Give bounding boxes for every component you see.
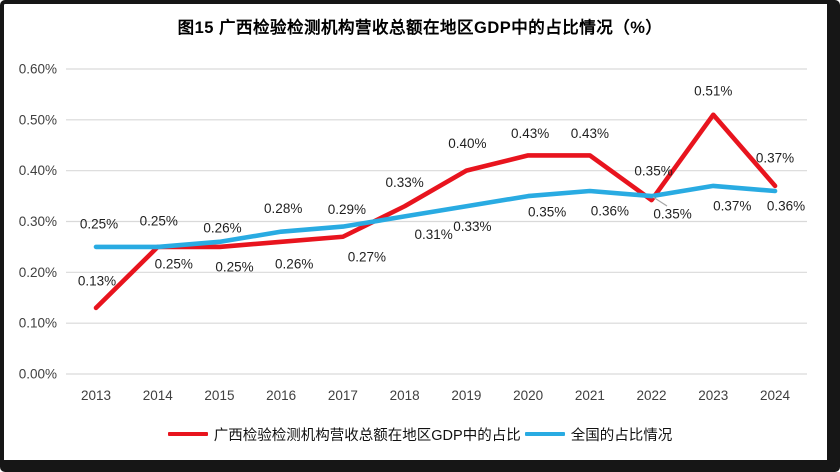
- data-label: 0.31%: [415, 227, 453, 242]
- data-label: 0.35%: [653, 207, 691, 222]
- data-label: 0.26%: [275, 256, 313, 271]
- series-line-guangxi: [93, 112, 778, 311]
- data-label: 0.36%: [767, 199, 805, 214]
- x-axis-tick-label: 2017: [328, 388, 358, 403]
- y-axis-tick-label: 0.20%: [19, 265, 57, 280]
- legend-label-guangxi: 广西检验检测机构营收总额在地区GDP中的占比: [213, 427, 521, 444]
- series-line-national: [93, 183, 778, 250]
- x-axis-tick-label: 2020: [513, 388, 543, 403]
- y-axis-tick-label: 0.60%: [19, 62, 57, 77]
- x-axis-tick-label: 2013: [81, 388, 111, 403]
- x-axis-tick-label: 2014: [143, 388, 174, 403]
- red-series-swatch: [167, 431, 208, 437]
- x-axis-tick-label: 2021: [575, 388, 605, 403]
- data-label: 0.33%: [386, 175, 424, 190]
- legend-label-national: 全国的占比情况: [570, 427, 673, 444]
- data-label: 0.43%: [511, 126, 549, 141]
- x-axis-tick-label: 2015: [204, 388, 234, 403]
- x-axis-tick-label: 2016: [266, 388, 296, 403]
- data-label: 0.40%: [448, 136, 486, 151]
- y-axis-tick-label: 0.40%: [19, 163, 57, 178]
- data-label: 0.51%: [694, 83, 732, 98]
- y-axis-tick-label: 0.50%: [19, 112, 57, 127]
- chart-legend: 广西检验检测机构营收总额在地区GDP中的占比 全国的占比情况: [0, 421, 840, 447]
- x-axis-tick-label: 2024: [760, 388, 791, 403]
- data-label: 0.27%: [348, 249, 386, 264]
- data-label: 0.37%: [713, 198, 751, 213]
- y-axis-tick-label: 0.00%: [19, 367, 57, 382]
- data-label: 0.26%: [203, 220, 241, 235]
- data-label: 0.35%: [634, 164, 672, 179]
- y-axis-tick-label: 0.10%: [19, 316, 57, 331]
- data-label: 0.25%: [80, 216, 118, 231]
- data-label: 0.29%: [328, 202, 366, 217]
- x-axis-tick-label: 2018: [390, 388, 420, 403]
- data-label: 0.25%: [155, 256, 193, 271]
- chart-title: 图15 广西检验检测机构营收总额在地区GDP中的占比情况（%）: [177, 19, 663, 37]
- data-label: 0.28%: [264, 201, 302, 216]
- y-axis-tick-label: 0.30%: [19, 214, 57, 229]
- data-label: 0.37%: [756, 150, 794, 165]
- x-axis-tick-label: 2022: [637, 388, 667, 403]
- x-axis-tick-label: 2023: [698, 388, 728, 403]
- data-label: 0.13%: [78, 273, 116, 288]
- data-label: 0.25%: [140, 213, 178, 228]
- label-leader-line: [652, 196, 668, 207]
- x-axis-tick-label: 2019: [451, 388, 481, 403]
- data-label: 0.36%: [591, 204, 629, 219]
- data-label: 0.33%: [453, 219, 491, 234]
- blue-series-swatch: [524, 431, 565, 437]
- data-label: 0.35%: [528, 205, 566, 220]
- data-label: 0.25%: [215, 259, 253, 274]
- data-label: 0.43%: [571, 126, 609, 141]
- legend-item-national: 全国的占比情况: [524, 424, 673, 445]
- legend-item-guangxi: 广西检验检测机构营收总额在地区GDP中的占比: [167, 424, 521, 445]
